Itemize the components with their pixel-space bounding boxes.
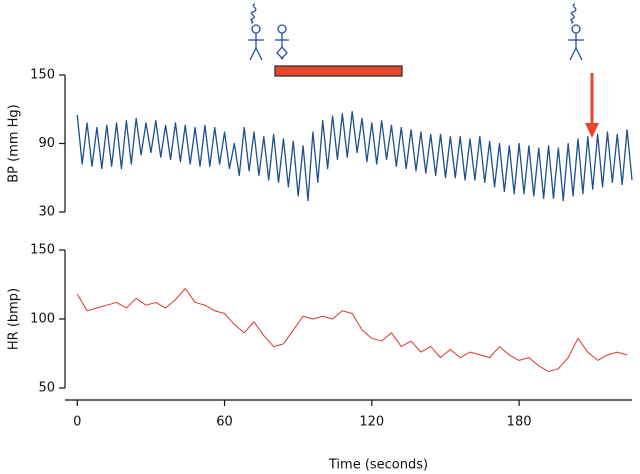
- y-tick-label: 50: [38, 381, 55, 396]
- y-tick-label: 150: [30, 243, 55, 258]
- x-axis-label: Time (seconds): [328, 458, 428, 473]
- y-tick-label: 90: [38, 136, 55, 151]
- data-line: [76, 110, 633, 202]
- y-axis-label: BP (mm Hg): [7, 104, 22, 183]
- x-tick-label: 120: [359, 415, 384, 430]
- x-tick-label: 180: [507, 415, 532, 430]
- squat-period-bar: [274, 65, 403, 77]
- person-thinking-icon: [568, 3, 584, 61]
- person-thinking-icon: [248, 3, 264, 61]
- y-tick-label: 100: [30, 312, 55, 327]
- x-tick-label: 0: [73, 415, 81, 430]
- x-tick-label: 60: [216, 415, 233, 430]
- person-squatting-icon: [275, 24, 289, 60]
- data-line: [76, 288, 628, 372]
- annotations: [248, 3, 599, 138]
- y-axis-label: HR (bmp): [7, 288, 22, 350]
- y-tick-label: 150: [30, 68, 55, 83]
- red-arrow: [585, 73, 599, 138]
- y-tick-label: 30: [38, 205, 55, 220]
